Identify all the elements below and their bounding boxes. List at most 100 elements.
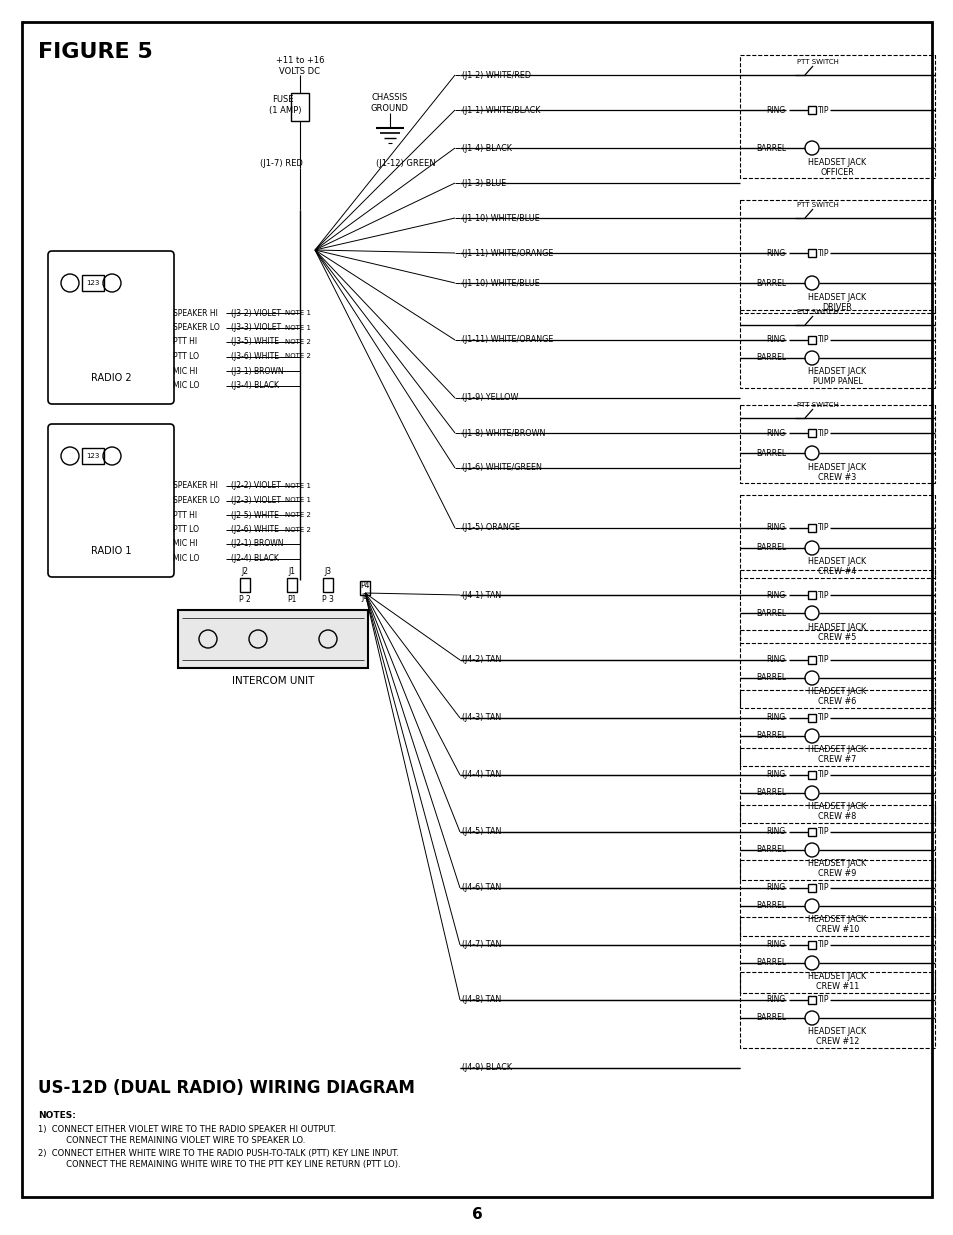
Bar — [807, 995, 815, 1004]
Text: PTT HI: PTT HI — [172, 337, 197, 347]
Text: BARREL: BARREL — [755, 958, 785, 967]
Bar — [240, 578, 250, 592]
Text: HEADSET JACK: HEADSET JACK — [807, 293, 865, 301]
Text: (J1-1) WHITE/BLACK: (J1-1) WHITE/BLACK — [461, 105, 539, 115]
Text: (J2-1) BROWN: (J2-1) BROWN — [231, 540, 283, 548]
Text: HEADSET JACK: HEADSET JACK — [807, 368, 865, 377]
Bar — [807, 827, 815, 836]
Text: (J2-2) VIOLET: (J2-2) VIOLET — [231, 482, 280, 490]
Text: OFFICER: OFFICER — [820, 168, 854, 177]
Text: SPEAKER LO: SPEAKER LO — [172, 324, 219, 332]
Text: TIP: TIP — [817, 995, 828, 1004]
Text: NOTE 1: NOTE 1 — [285, 310, 311, 316]
Text: J3: J3 — [324, 567, 332, 576]
Bar — [807, 249, 815, 257]
Text: (J4-2) TAN: (J4-2) TAN — [461, 656, 501, 664]
Text: MIC LO: MIC LO — [172, 555, 199, 563]
Bar — [359, 580, 370, 595]
Text: (J2-3) VIOLET: (J2-3) VIOLET — [231, 496, 281, 505]
Bar — [287, 578, 296, 592]
Bar — [740, 571, 934, 643]
Text: (J1-11) WHITE/ORANGE: (J1-11) WHITE/ORANGE — [461, 336, 553, 345]
Text: (J3-5) WHITE: (J3-5) WHITE — [231, 337, 278, 347]
Text: PUMP PANEL: PUMP PANEL — [812, 378, 862, 387]
Text: BARREL: BARREL — [755, 1014, 785, 1023]
Text: CONNECT THE REMAINING VIOLET WIRE TO SPEAKER LO.: CONNECT THE REMAINING VIOLET WIRE TO SPE… — [53, 1136, 305, 1146]
Text: TIP: TIP — [817, 827, 828, 836]
Text: MIC HI: MIC HI — [172, 540, 197, 548]
Text: HEADSET JACK: HEADSET JACK — [807, 462, 865, 472]
Text: RADIO 1: RADIO 1 — [91, 546, 132, 556]
Text: RING: RING — [766, 995, 785, 1004]
Text: CREW #8: CREW #8 — [818, 813, 856, 821]
Bar — [807, 941, 815, 948]
Text: DRIVER: DRIVER — [821, 303, 852, 311]
Text: TIP: TIP — [817, 656, 828, 664]
Text: (J3-4) BLACK: (J3-4) BLACK — [231, 382, 278, 390]
Text: PTT SWITCH: PTT SWITCH — [796, 309, 838, 315]
Text: (J4-8) TAN: (J4-8) TAN — [461, 995, 500, 1004]
Text: TIP: TIP — [817, 941, 828, 950]
Text: RING: RING — [766, 429, 785, 437]
Text: RING: RING — [766, 827, 785, 836]
Text: J1: J1 — [288, 567, 295, 576]
Bar — [807, 714, 815, 722]
Text: (J3-3) VIOLET: (J3-3) VIOLET — [231, 324, 281, 332]
Text: GROUND: GROUND — [371, 104, 409, 112]
Text: RING: RING — [766, 941, 785, 950]
Text: HEADSET JACK: HEADSET JACK — [807, 1028, 865, 1036]
Text: FUSE: FUSE — [272, 95, 294, 104]
Text: (J1-2) WHITE/RED: (J1-2) WHITE/RED — [461, 70, 531, 79]
FancyBboxPatch shape — [48, 251, 173, 404]
Text: US-12D (DUAL RADIO) WIRING DIAGRAM: US-12D (DUAL RADIO) WIRING DIAGRAM — [38, 1079, 415, 1097]
Text: PTT LO: PTT LO — [172, 525, 199, 534]
Text: (J4-4) TAN: (J4-4) TAN — [461, 771, 500, 779]
Text: P4: P4 — [360, 582, 370, 590]
Bar — [291, 93, 309, 121]
Text: RING: RING — [766, 524, 785, 532]
Text: (J1-5) ORANGE: (J1-5) ORANGE — [461, 524, 519, 532]
Text: RING: RING — [766, 656, 785, 664]
Bar — [740, 918, 934, 993]
Text: BARREL: BARREL — [755, 788, 785, 798]
Text: SPEAKER LO: SPEAKER LO — [172, 496, 219, 505]
Text: RING: RING — [766, 771, 785, 779]
Text: HEADSET JACK: HEADSET JACK — [807, 803, 865, 811]
Text: J2: J2 — [241, 567, 248, 576]
Text: (J1-7) RED: (J1-7) RED — [260, 158, 302, 168]
Text: NOTE 2: NOTE 2 — [285, 353, 311, 359]
Bar — [740, 56, 934, 178]
Text: NOTE 1: NOTE 1 — [285, 325, 311, 331]
Bar — [740, 405, 934, 483]
Text: RING: RING — [766, 336, 785, 345]
Bar — [807, 656, 815, 664]
Text: TIP: TIP — [817, 883, 828, 893]
Text: 123: 123 — [86, 280, 99, 287]
Bar — [740, 495, 934, 578]
Bar — [740, 630, 934, 708]
Text: CREW #9: CREW #9 — [818, 869, 856, 878]
Text: HEADSET JACK: HEADSET JACK — [807, 860, 865, 868]
Text: 2)  CONNECT EITHER WHITE WIRE TO THE RADIO PUSH-TO-TALK (PTT) KEY LINE INPUT.: 2) CONNECT EITHER WHITE WIRE TO THE RADI… — [38, 1150, 398, 1158]
Text: HEADSET JACK: HEADSET JACK — [807, 688, 865, 697]
Bar — [807, 524, 815, 532]
Text: RING: RING — [766, 714, 785, 722]
Text: SPEAKER HI: SPEAKER HI — [172, 482, 217, 490]
Text: 1)  CONNECT EITHER VIOLET WIRE TO THE RADIO SPEAKER HI OUTPUT.: 1) CONNECT EITHER VIOLET WIRE TO THE RAD… — [38, 1125, 335, 1135]
Text: P 3: P 3 — [322, 594, 334, 604]
Text: +11 to +16: +11 to +16 — [275, 56, 324, 64]
Text: (J1-4) BLACK: (J1-4) BLACK — [461, 143, 512, 152]
Text: CREW #4: CREW #4 — [818, 568, 856, 577]
Text: (J3-1) BROWN: (J3-1) BROWN — [231, 367, 283, 375]
Text: NOTE 1: NOTE 1 — [285, 498, 311, 504]
Text: BARREL: BARREL — [755, 902, 785, 910]
Text: (J2-4) BLACK: (J2-4) BLACK — [231, 555, 278, 563]
Text: J4: J4 — [361, 594, 368, 603]
Text: (J1-6) WHITE/GREEN: (J1-6) WHITE/GREEN — [461, 463, 541, 473]
Text: BARREL: BARREL — [755, 846, 785, 855]
Text: PTT LO: PTT LO — [172, 352, 199, 361]
Text: (J3-6) WHITE: (J3-6) WHITE — [231, 352, 278, 361]
Text: BARREL: BARREL — [755, 353, 785, 363]
Text: TIP: TIP — [817, 524, 828, 532]
Text: TIP: TIP — [817, 105, 828, 115]
